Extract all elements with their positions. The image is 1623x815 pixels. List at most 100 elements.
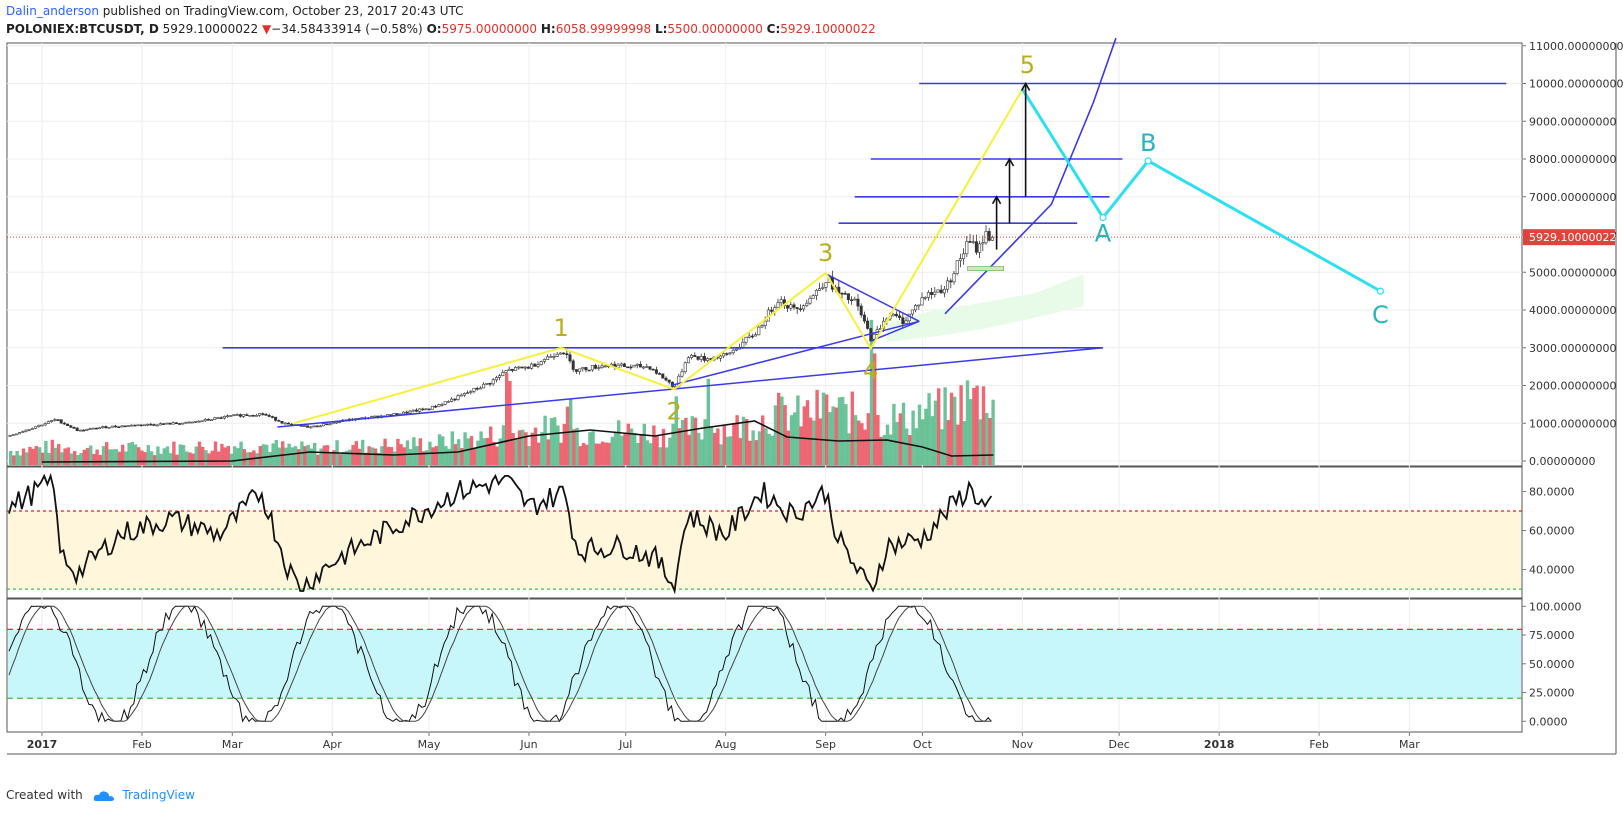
- volume-bar: [645, 440, 650, 465]
- candle-up: [757, 326, 761, 336]
- volume-bar: [604, 442, 608, 465]
- candle-up: [46, 421, 50, 424]
- volume-bar: [719, 444, 723, 465]
- candle-up: [731, 349, 735, 354]
- candle-down: [306, 425, 310, 428]
- candle-up: [699, 355, 703, 360]
- volume-bar: [290, 447, 294, 465]
- candle-down: [274, 416, 278, 421]
- volume-bar: [188, 452, 192, 465]
- time-tick-label: Dec: [1109, 738, 1130, 751]
- volume-bar: [594, 443, 598, 465]
- candle-up: [370, 416, 374, 419]
- candle-down: [168, 422, 172, 425]
- candle-up: [408, 410, 412, 414]
- candle-up: [472, 387, 476, 392]
- time-tick-label: 2017: [27, 738, 58, 751]
- volume-bar: [37, 447, 42, 465]
- candle-up: [603, 365, 607, 368]
- candle-down: [898, 315, 902, 318]
- stoch-tick-label: 25.0000: [1529, 687, 1575, 700]
- wave-label-3: 3: [818, 239, 833, 267]
- candle-up: [619, 363, 623, 366]
- volume-bar: [636, 442, 640, 465]
- volume-bar: [223, 447, 227, 465]
- volume-bar: [796, 395, 800, 465]
- candle-up: [309, 426, 313, 429]
- volume-bar: [687, 434, 691, 465]
- volume-bar: [863, 429, 867, 465]
- candle-down: [693, 354, 697, 357]
- volume-bar: [130, 441, 134, 465]
- candle-up: [424, 408, 428, 411]
- volume-bar: [780, 396, 784, 465]
- volume-bar: [793, 412, 797, 465]
- candle-down: [117, 426, 121, 429]
- candle-up: [181, 422, 185, 425]
- volume-bar: [709, 426, 714, 465]
- volume-bar: [287, 443, 291, 465]
- candle-down: [363, 417, 367, 420]
- stoch-d-line: [8, 605, 992, 722]
- candle-up: [50, 420, 54, 422]
- volume-bar: [847, 433, 851, 465]
- candle-up: [952, 273, 956, 283]
- candle-up: [878, 327, 882, 330]
- volume-bar: [79, 453, 83, 465]
- volume-bar: [380, 446, 384, 465]
- volume-bar: [140, 450, 144, 465]
- candle-up: [459, 394, 463, 397]
- volume-bar: [693, 417, 698, 465]
- volume-series: [9, 319, 995, 465]
- volume-bar: [249, 452, 253, 465]
- stoch-pane: [6, 598, 1523, 733]
- candle-up: [766, 309, 770, 322]
- wave-label-5: 5: [1020, 51, 1035, 79]
- volume-bar: [444, 446, 448, 465]
- candle-down: [696, 356, 700, 360]
- candle-up: [283, 422, 287, 425]
- volume-bar: [745, 419, 749, 465]
- volume-bar: [789, 415, 794, 465]
- volume-bar: [575, 427, 579, 465]
- volume-bar: [300, 441, 304, 465]
- volume-bar: [335, 440, 339, 465]
- candle-up: [78, 429, 82, 432]
- volume-bar: [735, 415, 739, 465]
- volume-bar: [383, 438, 387, 465]
- volume-bar: [831, 406, 835, 465]
- volume-bar: [213, 441, 218, 465]
- candle-down: [69, 425, 73, 428]
- volume-bar: [437, 434, 442, 465]
- candle-down: [939, 289, 943, 294]
- volume-bar: [684, 417, 688, 465]
- volume-bar: [748, 440, 752, 465]
- candle-up: [440, 404, 444, 406]
- volume-bar: [329, 452, 333, 465]
- candle-down: [770, 309, 774, 312]
- wave-label-1: 1: [554, 314, 569, 342]
- impulse-wave-path: [293, 88, 1024, 425]
- volume-bar: [869, 319, 874, 465]
- volume-bar: [821, 392, 826, 465]
- volume-bar: [47, 453, 51, 465]
- volume-bar: [169, 453, 173, 465]
- candle-up: [194, 420, 198, 423]
- candle-up: [738, 346, 742, 350]
- candle-up: [126, 425, 130, 427]
- author-link[interactable]: Dalin_anderson: [6, 4, 99, 18]
- volume-bar: [527, 446, 531, 465]
- candle-down: [421, 408, 425, 411]
- volume-bar: [786, 430, 790, 465]
- candle-up: [411, 409, 415, 412]
- volume-bar: [981, 386, 986, 465]
- volume-bar: [178, 444, 182, 465]
- candle-up: [923, 297, 927, 299]
- price-tick-label: 8000.00000000: [1529, 153, 1616, 166]
- tradingview-link[interactable]: TradingView: [122, 788, 195, 802]
- candle-down: [510, 368, 514, 371]
- volume-bar: [217, 451, 221, 465]
- volume-bar: [530, 432, 534, 465]
- volume-bar: [108, 449, 112, 465]
